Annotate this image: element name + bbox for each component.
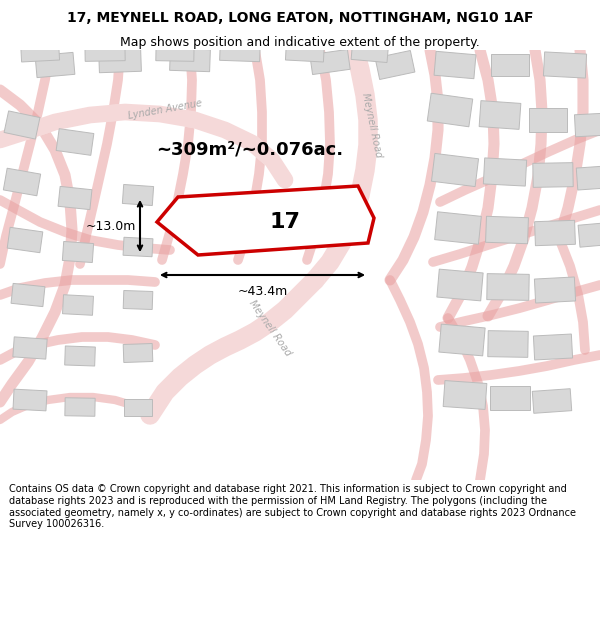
- Text: ~43.4m: ~43.4m: [238, 285, 287, 298]
- Polygon shape: [533, 162, 573, 188]
- Polygon shape: [157, 186, 374, 255]
- Text: Lynden Avenue: Lynden Avenue: [127, 99, 203, 121]
- Text: 17, MEYNELL ROAD, LONG EATON, NOTTINGHAM, NG10 1AF: 17, MEYNELL ROAD, LONG EATON, NOTTINGHAM…: [67, 11, 533, 25]
- Polygon shape: [65, 398, 95, 416]
- Polygon shape: [124, 399, 152, 416]
- Polygon shape: [123, 291, 153, 309]
- Polygon shape: [11, 283, 45, 307]
- Polygon shape: [13, 337, 47, 359]
- Text: Meynell Road: Meynell Road: [247, 298, 293, 358]
- Polygon shape: [20, 38, 59, 62]
- Polygon shape: [544, 52, 587, 78]
- Polygon shape: [485, 216, 529, 244]
- Polygon shape: [156, 39, 194, 61]
- Polygon shape: [535, 277, 575, 303]
- Polygon shape: [529, 108, 567, 132]
- Text: ~13.0m: ~13.0m: [86, 219, 136, 232]
- Polygon shape: [578, 223, 600, 247]
- Text: Contains OS data © Crown copyright and database right 2021. This information is : Contains OS data © Crown copyright and d…: [9, 484, 576, 529]
- Polygon shape: [487, 274, 529, 301]
- Polygon shape: [4, 168, 41, 196]
- Polygon shape: [484, 158, 527, 186]
- Polygon shape: [479, 101, 521, 129]
- Polygon shape: [13, 389, 47, 411]
- Polygon shape: [437, 269, 483, 301]
- Polygon shape: [375, 51, 415, 79]
- Text: Meynell Road: Meynell Road: [360, 92, 384, 158]
- Polygon shape: [286, 38, 325, 62]
- Polygon shape: [490, 386, 530, 410]
- Polygon shape: [56, 129, 94, 156]
- Polygon shape: [62, 295, 94, 315]
- Polygon shape: [123, 344, 153, 362]
- Polygon shape: [434, 51, 476, 79]
- Polygon shape: [491, 54, 529, 76]
- Text: ~309m²/~0.076ac.: ~309m²/~0.076ac.: [157, 141, 344, 159]
- Polygon shape: [122, 184, 154, 206]
- Polygon shape: [443, 381, 487, 409]
- Polygon shape: [532, 389, 572, 413]
- Text: Map shows position and indicative extent of the property.: Map shows position and indicative extent…: [120, 36, 480, 49]
- Text: 17: 17: [269, 212, 301, 232]
- Polygon shape: [65, 346, 95, 366]
- Polygon shape: [351, 38, 389, 62]
- Polygon shape: [431, 153, 479, 187]
- Polygon shape: [427, 93, 473, 127]
- Polygon shape: [533, 334, 572, 360]
- Polygon shape: [170, 48, 211, 72]
- Polygon shape: [310, 49, 350, 74]
- Polygon shape: [574, 113, 600, 137]
- Polygon shape: [434, 212, 481, 244]
- Polygon shape: [35, 52, 75, 78]
- Polygon shape: [85, 39, 125, 61]
- Polygon shape: [488, 331, 528, 357]
- Polygon shape: [220, 38, 260, 62]
- Polygon shape: [7, 228, 43, 253]
- Polygon shape: [123, 238, 153, 257]
- Polygon shape: [535, 220, 575, 246]
- Polygon shape: [439, 324, 485, 356]
- Polygon shape: [576, 166, 600, 190]
- Polygon shape: [58, 186, 92, 209]
- Polygon shape: [98, 48, 142, 72]
- Polygon shape: [62, 241, 94, 262]
- Polygon shape: [4, 111, 40, 139]
